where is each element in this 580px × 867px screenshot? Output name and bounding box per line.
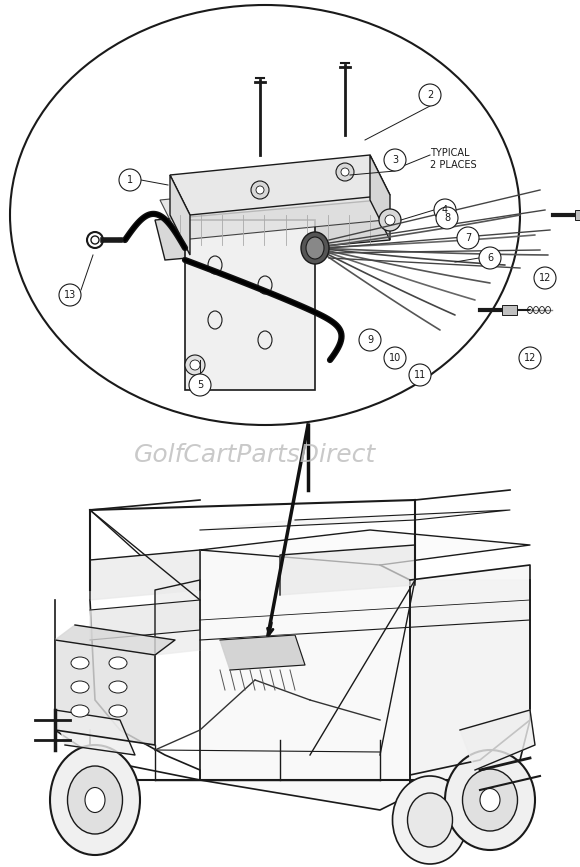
Polygon shape (170, 175, 190, 255)
Polygon shape (200, 550, 410, 810)
Circle shape (385, 215, 395, 225)
Polygon shape (460, 710, 535, 770)
Text: 11: 11 (414, 370, 426, 380)
Ellipse shape (71, 705, 89, 717)
Text: 1: 1 (127, 175, 133, 185)
Circle shape (384, 347, 406, 369)
Text: 10: 10 (389, 353, 401, 363)
Text: 7: 7 (465, 233, 471, 243)
Ellipse shape (109, 657, 127, 669)
Bar (575, 210, 580, 220)
Polygon shape (410, 580, 530, 795)
Circle shape (251, 181, 269, 199)
Circle shape (384, 149, 406, 171)
Ellipse shape (85, 787, 105, 812)
Circle shape (479, 247, 501, 269)
Ellipse shape (462, 769, 517, 831)
Text: 4: 4 (442, 205, 448, 215)
Polygon shape (370, 155, 390, 240)
Text: 12: 12 (539, 273, 551, 283)
Text: 12: 12 (524, 353, 536, 363)
Ellipse shape (67, 766, 122, 834)
Ellipse shape (408, 793, 452, 847)
Ellipse shape (445, 750, 535, 850)
Circle shape (409, 364, 431, 386)
Polygon shape (220, 635, 305, 670)
Polygon shape (55, 710, 135, 755)
Circle shape (189, 374, 211, 396)
Circle shape (434, 199, 456, 221)
Polygon shape (160, 180, 385, 240)
Ellipse shape (71, 681, 89, 693)
Text: 2: 2 (427, 90, 433, 100)
Ellipse shape (71, 657, 89, 669)
Text: GolfCartPartsDirect: GolfCartPartsDirect (134, 443, 376, 467)
Polygon shape (155, 580, 200, 655)
Polygon shape (410, 565, 530, 775)
Polygon shape (200, 510, 510, 530)
Circle shape (190, 360, 200, 370)
Ellipse shape (50, 745, 140, 855)
Text: 13: 13 (64, 290, 76, 300)
Circle shape (534, 267, 556, 289)
Circle shape (336, 163, 354, 181)
Ellipse shape (306, 237, 324, 259)
Text: 9: 9 (367, 335, 373, 345)
Circle shape (436, 207, 458, 229)
Text: 8: 8 (444, 213, 450, 223)
Circle shape (341, 168, 349, 176)
Circle shape (256, 186, 264, 194)
Ellipse shape (393, 776, 467, 864)
Circle shape (59, 284, 81, 306)
Polygon shape (55, 640, 155, 745)
Bar (502, 305, 517, 315)
Ellipse shape (109, 705, 127, 717)
Bar (185, 220, 315, 390)
Text: 5: 5 (197, 380, 203, 390)
Circle shape (457, 227, 479, 249)
Polygon shape (170, 155, 390, 215)
Ellipse shape (480, 788, 500, 812)
Circle shape (119, 169, 141, 191)
Polygon shape (90, 550, 200, 600)
Circle shape (185, 355, 205, 375)
Polygon shape (90, 600, 200, 640)
Text: 3: 3 (392, 155, 398, 165)
Ellipse shape (109, 681, 127, 693)
Ellipse shape (301, 232, 329, 264)
Text: 6: 6 (487, 253, 493, 263)
Text: TYPICAL
2 PLACES: TYPICAL 2 PLACES (430, 148, 477, 171)
Polygon shape (280, 545, 415, 595)
Polygon shape (155, 200, 390, 260)
Polygon shape (55, 625, 175, 655)
Circle shape (359, 329, 381, 351)
Circle shape (91, 236, 99, 244)
Circle shape (519, 347, 541, 369)
Circle shape (419, 84, 441, 106)
Circle shape (379, 209, 401, 231)
Polygon shape (200, 530, 530, 565)
